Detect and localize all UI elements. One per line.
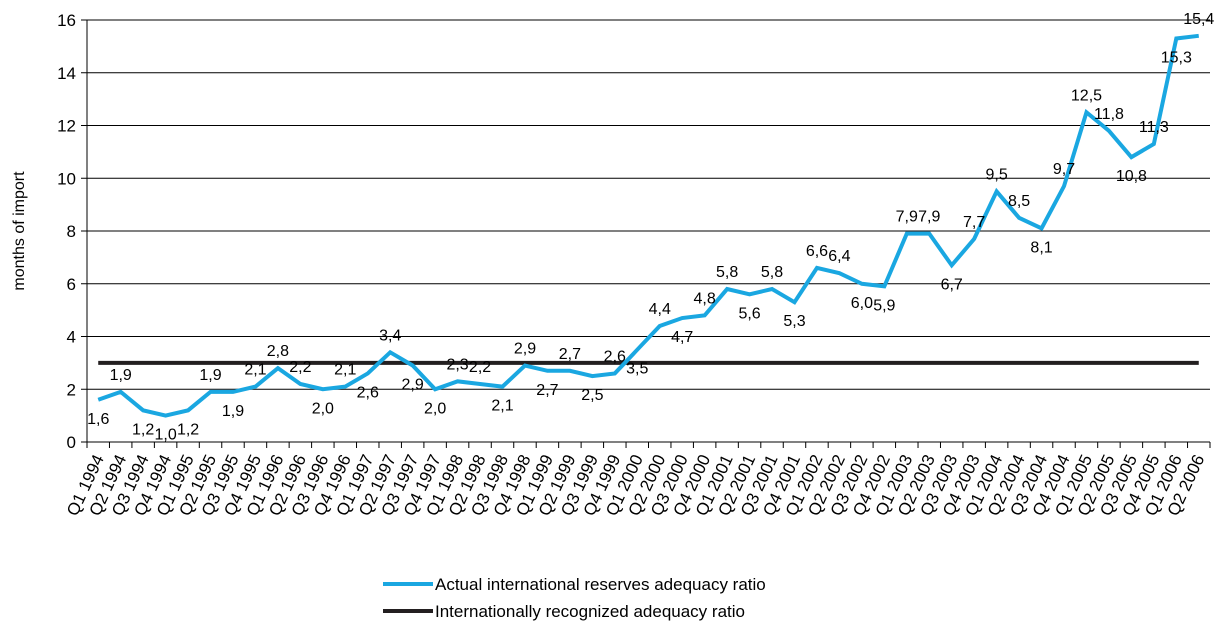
data-label: 2,2 [469, 359, 491, 376]
data-label: 4,7 [671, 329, 693, 346]
data-label: 5,8 [761, 264, 783, 281]
series-lines [97, 33, 1200, 418]
data-label: 3,4 [379, 327, 401, 344]
y-axis-title: months of import [11, 171, 28, 291]
data-label: 2,0 [312, 400, 334, 417]
data-label: 1,9 [222, 403, 244, 420]
data-label: 15,4 [1183, 11, 1214, 28]
data-label: 2,7 [559, 346, 581, 363]
data-label: 1,6 [87, 411, 109, 428]
data-label: 10,8 [1116, 168, 1147, 185]
data-label: 2,3 [446, 356, 468, 373]
data-label: 6,4 [828, 248, 850, 265]
y-tick-label: 16 [57, 11, 76, 30]
gridlines [87, 19, 1210, 390]
data-label: 4,8 [694, 290, 716, 307]
y-tick-label: 8 [67, 222, 76, 241]
data-label: 2,0 [424, 400, 446, 417]
data-label: 2,5 [581, 387, 603, 404]
data-label: 2,7 [536, 382, 558, 399]
data-label: 2,9 [402, 377, 424, 394]
data-label: 1,2 [177, 421, 199, 438]
data-label: 5,9 [873, 297, 895, 314]
data-label: 12,5 [1071, 87, 1102, 104]
data-label: 11,8 [1094, 106, 1124, 123]
y-tick-label: 2 [67, 380, 76, 399]
data-label: 2,8 [267, 343, 289, 360]
data-label: 4,4 [649, 301, 671, 318]
data-label: 9,7 [1053, 161, 1075, 178]
data-label: 2,9 [514, 341, 536, 358]
data-label: 2,1 [334, 362, 356, 379]
data-label: 1,9 [199, 367, 221, 384]
data-label: 2,6 [604, 348, 626, 365]
y-tick-label: 0 [67, 433, 76, 452]
data-label: 2,2 [289, 359, 311, 376]
y-tick-label: 6 [67, 275, 76, 294]
data-label: 7,7 [963, 214, 985, 231]
data-label: 5,3 [783, 313, 805, 330]
data-label: 3,5 [626, 361, 648, 378]
legend: Actual international reserves adequacy r… [383, 575, 766, 621]
data-label: 5,6 [738, 305, 760, 322]
y-tick-label: 14 [57, 64, 76, 83]
data-label: 9,5 [986, 166, 1008, 183]
data-label: 15,3 [1161, 49, 1192, 66]
data-label: 8,5 [1008, 193, 1030, 210]
data-label: 6,7 [941, 276, 963, 293]
data-label: 7,9 [918, 209, 940, 226]
data-label: 1,2 [132, 421, 154, 438]
data-label: 1,9 [110, 367, 132, 384]
data-label: 6,0 [851, 295, 873, 312]
y-tick-label: 10 [57, 169, 76, 188]
y-tick-label: 4 [67, 328, 76, 347]
data-label: 5,8 [716, 264, 738, 281]
data-label: 1,0 [154, 427, 176, 444]
data-label: 2,1 [244, 362, 266, 379]
data-label: 2,1 [491, 398, 513, 415]
legend-label-recognized: Internationally recognized adequacy rati… [435, 602, 745, 621]
y-tick-label: 12 [57, 117, 76, 136]
data-labels: 1,61,91,2 1,0 1,21,91,92,12,82,22,02,12,63… [87, 11, 1214, 444]
series-line-actual [97, 33, 1200, 418]
legend-label-actual: Actual international reserves adequacy r… [435, 575, 766, 594]
y-axis-ticks: 0 2 4 6 8 10 12 14 16 [57, 11, 87, 452]
data-label: 2,6 [357, 384, 379, 401]
data-label: 6,6 [806, 243, 828, 260]
data-label: 11,3 [1139, 119, 1169, 136]
data-label: 8,1 [1030, 239, 1052, 256]
data-label: 7,9 [896, 209, 918, 226]
